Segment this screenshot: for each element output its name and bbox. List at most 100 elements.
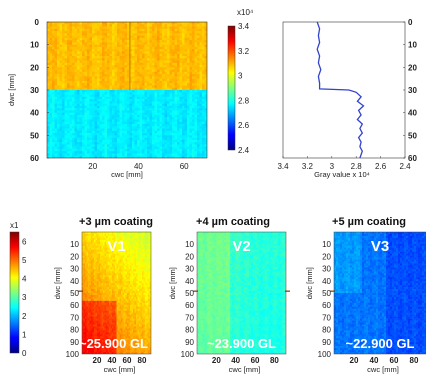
top-heatmap-cell bbox=[127, 94, 130, 98]
top-heatmap-cell bbox=[202, 96, 205, 100]
top-heatmap-cell bbox=[204, 74, 207, 77]
top-heatmap-cell bbox=[59, 76, 63, 79]
top-heatmap-cell bbox=[147, 101, 150, 104]
top-heatmap-cell bbox=[152, 51, 155, 55]
top-heatmap-cell bbox=[147, 108, 150, 111]
top-heatmap-cell bbox=[82, 58, 85, 61]
top-heatmap-cell bbox=[134, 155, 138, 158]
top-heatmap-cell bbox=[197, 44, 200, 48]
top-heatmap-cell bbox=[174, 135, 178, 138]
top-heatmap-cell bbox=[169, 53, 173, 57]
top-heatmap-cell bbox=[149, 96, 153, 100]
top-heatmap-cell bbox=[69, 108, 73, 111]
top-heatmap-cell bbox=[112, 78, 115, 82]
coating-panel-cell bbox=[82, 253, 84, 256]
top-heatmap-cell bbox=[52, 65, 55, 68]
top-heatmap-cell bbox=[162, 105, 165, 109]
top-heatmap-cell bbox=[182, 87, 185, 91]
top-heatmap-cell bbox=[89, 74, 93, 77]
top-heatmap-cell bbox=[204, 40, 207, 43]
top-heatmap-cell bbox=[139, 78, 143, 82]
top-heatmap-cell bbox=[112, 151, 115, 154]
top-heatmap-cell bbox=[152, 94, 155, 98]
top-heatmap-cell bbox=[79, 24, 83, 27]
top-heatmap-cell bbox=[67, 128, 70, 132]
top-heatmap-cell bbox=[64, 142, 68, 145]
top-heatmap-cell bbox=[199, 110, 203, 113]
top-heatmap-cell bbox=[154, 37, 158, 41]
top-heatmap-cell bbox=[149, 130, 153, 134]
coating-panel-cell bbox=[101, 257, 104, 260]
coating-panel-cell bbox=[145, 255, 147, 258]
coating-panel-cell bbox=[92, 257, 95, 260]
coating-panel-cell bbox=[128, 255, 131, 258]
coating-panel-cell bbox=[107, 267, 110, 270]
top-heatmap-cell bbox=[102, 80, 105, 84]
top-heatmap-cell bbox=[179, 130, 183, 134]
top-heatmap-cell bbox=[57, 83, 60, 86]
top-heatmap-cell bbox=[62, 124, 65, 127]
coating-panel-cell bbox=[119, 253, 122, 256]
top-heatmap-cell bbox=[149, 94, 153, 98]
top-heatmap-cell bbox=[164, 22, 168, 25]
top-heatmap-cell bbox=[64, 110, 68, 113]
top-heatmap-cell bbox=[99, 112, 103, 116]
coating-panel-cell bbox=[104, 277, 107, 280]
top-heatmap-cell bbox=[57, 80, 60, 84]
top-heatmap-cell bbox=[167, 124, 170, 127]
coating-panel-cell bbox=[83, 247, 86, 251]
top-heatmap-cell bbox=[99, 24, 103, 27]
top-heatmap-cell bbox=[204, 148, 207, 152]
top-heatmap-cell bbox=[192, 37, 195, 41]
top-heatmap-cell bbox=[174, 40, 178, 43]
top-heatmap-cell bbox=[134, 26, 138, 30]
top-heatmap-cell bbox=[84, 67, 88, 70]
top-heatmap-cell bbox=[104, 24, 108, 27]
top-heatmap-cell bbox=[197, 117, 200, 120]
coating-panel-cell bbox=[101, 275, 104, 278]
coating-panel-cell bbox=[110, 259, 113, 262]
top-heatmap-cell bbox=[87, 26, 90, 30]
coating-panel-cell bbox=[149, 241, 151, 245]
top-heatmap-cell bbox=[192, 74, 195, 77]
top-heatmap-cell bbox=[119, 31, 123, 34]
top-heatmap-cell bbox=[182, 90, 185, 93]
top-heatmap-cell bbox=[144, 51, 148, 55]
top-heatmap-cell bbox=[172, 133, 175, 136]
top-heatmap-cell bbox=[52, 46, 55, 50]
top-heatmap-cell bbox=[117, 130, 120, 134]
top-heatmap-cell bbox=[164, 31, 168, 34]
top-heatmap-cell bbox=[107, 35, 110, 39]
coating-panel-cell bbox=[145, 243, 147, 247]
coating-panel-cell bbox=[130, 259, 132, 262]
top-heatmap-cell bbox=[192, 112, 195, 116]
top-heatmap-cell bbox=[127, 112, 130, 116]
top-heatmap-cell bbox=[92, 71, 95, 75]
top-heatmap-cell bbox=[124, 71, 128, 75]
top-heatmap-cell bbox=[194, 26, 198, 30]
top-heatmap-cell bbox=[94, 137, 98, 141]
top-heatmap-cell bbox=[97, 83, 100, 86]
top-heatmap-cell bbox=[139, 137, 143, 141]
top-heatmap-cell bbox=[142, 119, 145, 123]
top-heatmap-cell bbox=[177, 69, 180, 73]
coating-panel-cell bbox=[134, 249, 137, 252]
coating-panel-cell bbox=[127, 232, 129, 235]
coating-panel-cell bbox=[128, 233, 131, 237]
coating-panel-cell bbox=[98, 232, 101, 235]
top-heatmap-cell bbox=[147, 94, 150, 98]
top-heatmap-cell bbox=[57, 135, 60, 138]
coating-panel-cell bbox=[91, 253, 93, 256]
top-heatmap-cell bbox=[92, 58, 95, 61]
top-heatmap-cell bbox=[64, 112, 68, 116]
coating-panel-cell bbox=[82, 277, 84, 280]
top-heatmap-cell bbox=[62, 35, 65, 39]
top-heatmap-cell bbox=[172, 35, 175, 39]
top-heatmap-cell bbox=[74, 130, 78, 134]
top-heatmap-cell bbox=[152, 71, 155, 75]
top-heatmap-cell bbox=[62, 105, 65, 109]
top-heatmap-cell bbox=[102, 87, 105, 91]
top-heatmap-cell bbox=[74, 46, 78, 50]
top-heatmap-cell bbox=[107, 130, 110, 134]
top-heatmap-cell bbox=[99, 108, 103, 111]
